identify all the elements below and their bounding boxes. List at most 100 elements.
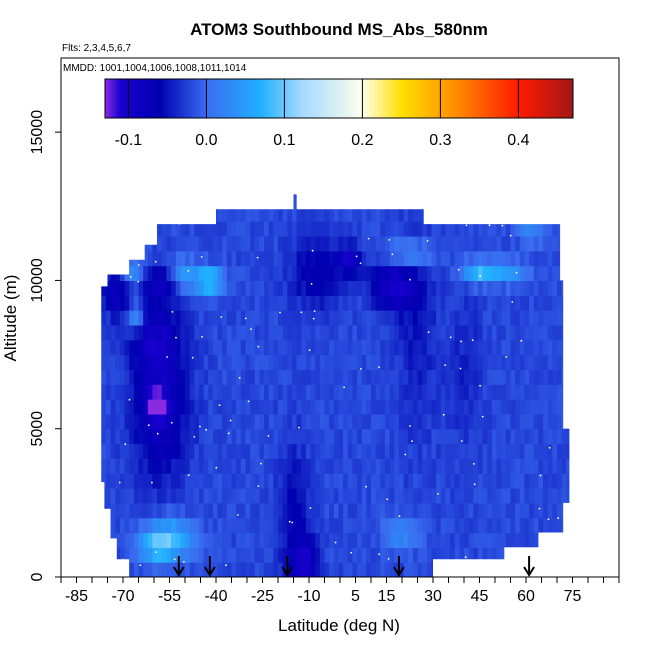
- heatmap-cell: [171, 399, 177, 415]
- heatmap-cell: [231, 310, 237, 326]
- heatmap-cell: [515, 428, 521, 445]
- heatmap-cell: [278, 562, 284, 577]
- heatmap-cell: [138, 562, 144, 577]
- heatmap-cell: [203, 280, 209, 296]
- heatmap-cell: [157, 221, 163, 237]
- heatmap-cell: [533, 547, 539, 563]
- heatmap-cell: [291, 384, 298, 400]
- heatmap-cell: [422, 443, 428, 459]
- heatmap-cell: [161, 428, 167, 445]
- heatmap-cell: [454, 310, 460, 326]
- heatmap-cell: [138, 399, 144, 415]
- heatmap-cell: [436, 324, 442, 341]
- heatmap-cell: [384, 532, 391, 548]
- heatmap-cell: [440, 384, 446, 400]
- heatmap-cell: [533, 384, 539, 400]
- heatmap-cell: [124, 428, 130, 445]
- heatmap-cell: [422, 221, 428, 237]
- heatmap-cell: [315, 354, 321, 370]
- heatmap-cell: [133, 547, 140, 563]
- heatmap-cell: [366, 384, 372, 400]
- heatmap-cell: [301, 295, 307, 311]
- heatmap-cell: [557, 324, 563, 341]
- heatmap-cell: [329, 339, 335, 356]
- heatmap-cell: [417, 458, 423, 474]
- heatmap-cell: [240, 221, 247, 237]
- heatmap-cell: [101, 310, 102, 326]
- heatmap-cell: [501, 473, 507, 489]
- heatmap-cell: [426, 250, 433, 267]
- heatmap-cell: [296, 547, 302, 563]
- heatmap-cell: [547, 295, 553, 311]
- heatmap-cell: [101, 194, 102, 207]
- heatmap-cell: [473, 324, 479, 341]
- heatmap-cell: [226, 547, 233, 563]
- heatmap-cell: [398, 369, 405, 385]
- heatmap-cell: [510, 354, 516, 370]
- heatmap-cell: [408, 339, 414, 356]
- heatmap-cell: [115, 458, 121, 474]
- heatmap-cell: [436, 235, 442, 252]
- heatmap-cell: [236, 384, 242, 400]
- heatmap-cell: [198, 280, 205, 296]
- heatmap-cell: [436, 488, 442, 504]
- heatmap-cell: [171, 547, 177, 563]
- heatmap-cell: [454, 384, 460, 400]
- heatmap-cell: [291, 458, 298, 474]
- heatmap-cell: [524, 339, 530, 356]
- heatmap-cell: [343, 235, 349, 252]
- heatmap-cell: [250, 235, 256, 252]
- heatmap-cell: [357, 194, 363, 207]
- heatmap-cell: [552, 532, 558, 548]
- heatmap-cell: [147, 250, 154, 267]
- heatmap-cell: [357, 280, 363, 296]
- heatmap-cell: [338, 295, 344, 311]
- heatmap-cell: [203, 369, 209, 385]
- heatmap-cell: [250, 413, 256, 430]
- heatmap-cell: [329, 413, 335, 430]
- heatmap-cell: [529, 250, 535, 267]
- heatmap-cell: [236, 235, 242, 252]
- heatmap-cell: [115, 250, 121, 267]
- data-speck: [427, 331, 430, 334]
- heatmap-cell: [487, 428, 493, 445]
- heatmap-cell: [203, 532, 209, 548]
- heatmap-cell: [496, 532, 502, 548]
- heatmap-cell: [445, 280, 451, 296]
- heatmap-cell: [124, 295, 130, 311]
- heatmap-cell: [347, 354, 353, 370]
- heatmap-cell: [245, 310, 251, 326]
- heatmap-cell: [157, 532, 163, 548]
- heatmap-cell: [185, 221, 191, 237]
- heatmap-cell: [552, 517, 558, 534]
- heatmap-cell: [477, 443, 484, 459]
- heatmap-cell: [319, 324, 326, 341]
- heatmap-cell: [278, 324, 284, 341]
- heatmap-cell: [254, 413, 260, 430]
- heatmap-cell: [417, 428, 423, 445]
- heatmap-cell: [543, 194, 549, 207]
- heatmap-cell: [203, 399, 209, 415]
- heatmap-cell: [431, 413, 437, 430]
- heatmap-cell: [143, 354, 149, 370]
- data-speck: [411, 440, 413, 442]
- heatmap-cell: [552, 324, 558, 341]
- heatmap-cell: [203, 265, 209, 282]
- heatmap-cell: [287, 384, 293, 400]
- heatmap-cell: [324, 235, 330, 252]
- heatmap-cell: [240, 428, 247, 445]
- heatmap-cell: [519, 443, 526, 459]
- heatmap-cell: [543, 428, 549, 445]
- heatmap-cell: [217, 532, 223, 548]
- heatmap-cell: [524, 458, 530, 474]
- heatmap-cell: [208, 206, 214, 222]
- heatmap-cell: [357, 384, 363, 400]
- heatmap-cell: [92, 533, 97, 548]
- heatmap-cell: [505, 413, 512, 430]
- heatmap-cell: [324, 562, 330, 577]
- heatmap-cell: [329, 235, 335, 252]
- heatmap-cell: [166, 324, 172, 341]
- x-tick-label: 45: [471, 588, 489, 605]
- heatmap-cell: [115, 473, 121, 489]
- heatmap-cell: [194, 221, 200, 237]
